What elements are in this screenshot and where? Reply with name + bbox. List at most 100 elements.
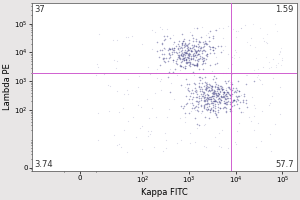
- Point: [175, 53, 180, 56]
- Point: [205, 92, 210, 95]
- Point: [179, 60, 184, 63]
- Point: [195, 64, 200, 67]
- Point: [185, 47, 190, 50]
- Point: [169, 46, 174, 49]
- Point: [213, 99, 218, 102]
- Point: [216, 111, 220, 114]
- Point: [178, 117, 183, 120]
- Point: [215, 61, 220, 64]
- Point: [117, 143, 122, 146]
- Point: [279, 46, 284, 50]
- Point: [176, 56, 181, 60]
- Point: [196, 52, 201, 55]
- Point: [224, 93, 229, 96]
- Point: [225, 94, 230, 97]
- Point: [256, 78, 261, 81]
- Point: [140, 43, 144, 46]
- Point: [232, 103, 237, 107]
- Point: [168, 48, 173, 51]
- Point: [222, 105, 226, 108]
- Point: [182, 104, 187, 107]
- Point: [207, 88, 212, 91]
- Point: [229, 83, 233, 86]
- Point: [188, 46, 193, 49]
- Point: [223, 96, 227, 99]
- Point: [194, 93, 199, 96]
- Point: [196, 105, 201, 108]
- Point: [212, 52, 216, 55]
- Point: [197, 81, 202, 84]
- Point: [140, 124, 145, 127]
- Point: [193, 117, 197, 120]
- Point: [178, 64, 183, 67]
- Point: [186, 61, 190, 64]
- Point: [222, 92, 227, 95]
- Point: [278, 85, 282, 88]
- Point: [244, 98, 248, 101]
- Point: [210, 34, 215, 38]
- Point: [193, 45, 198, 48]
- Point: [198, 54, 203, 57]
- Point: [211, 99, 216, 102]
- Point: [205, 52, 210, 56]
- Point: [210, 45, 214, 49]
- Point: [226, 90, 231, 93]
- Point: [212, 86, 217, 89]
- Point: [204, 86, 208, 89]
- Point: [226, 93, 231, 96]
- Point: [192, 54, 197, 57]
- Point: [196, 39, 201, 43]
- Point: [173, 68, 178, 71]
- Point: [232, 90, 237, 94]
- Point: [251, 128, 256, 131]
- Point: [146, 116, 151, 120]
- Point: [114, 143, 119, 147]
- Point: [220, 128, 224, 131]
- Point: [203, 98, 208, 101]
- Point: [193, 141, 197, 144]
- Point: [269, 66, 274, 69]
- Point: [182, 56, 187, 59]
- Point: [153, 91, 158, 94]
- Point: [96, 138, 101, 141]
- Point: [252, 115, 256, 118]
- Point: [200, 48, 205, 51]
- Point: [196, 124, 201, 127]
- Point: [201, 91, 206, 95]
- Point: [224, 111, 229, 114]
- Point: [106, 84, 110, 87]
- Point: [202, 98, 207, 102]
- Point: [188, 57, 193, 60]
- Point: [212, 46, 217, 49]
- Point: [234, 130, 239, 133]
- Point: [178, 57, 183, 60]
- Point: [203, 100, 208, 103]
- Point: [114, 66, 119, 69]
- Point: [201, 104, 206, 107]
- Point: [201, 59, 206, 62]
- Point: [210, 92, 214, 95]
- Point: [118, 145, 123, 148]
- Point: [178, 68, 182, 71]
- Point: [115, 38, 119, 41]
- Point: [218, 106, 222, 110]
- Point: [206, 44, 211, 48]
- Point: [208, 110, 213, 113]
- Point: [178, 84, 183, 87]
- Point: [194, 50, 199, 53]
- Point: [199, 47, 204, 50]
- Point: [220, 88, 225, 91]
- Point: [162, 52, 167, 56]
- Point: [255, 74, 260, 77]
- Point: [184, 103, 188, 106]
- Point: [207, 39, 212, 43]
- Point: [157, 80, 162, 83]
- Point: [190, 54, 195, 57]
- Point: [255, 67, 260, 71]
- Point: [188, 30, 193, 33]
- Point: [204, 42, 209, 45]
- Point: [231, 99, 236, 102]
- Point: [216, 94, 220, 97]
- Point: [126, 92, 131, 95]
- Point: [182, 38, 187, 41]
